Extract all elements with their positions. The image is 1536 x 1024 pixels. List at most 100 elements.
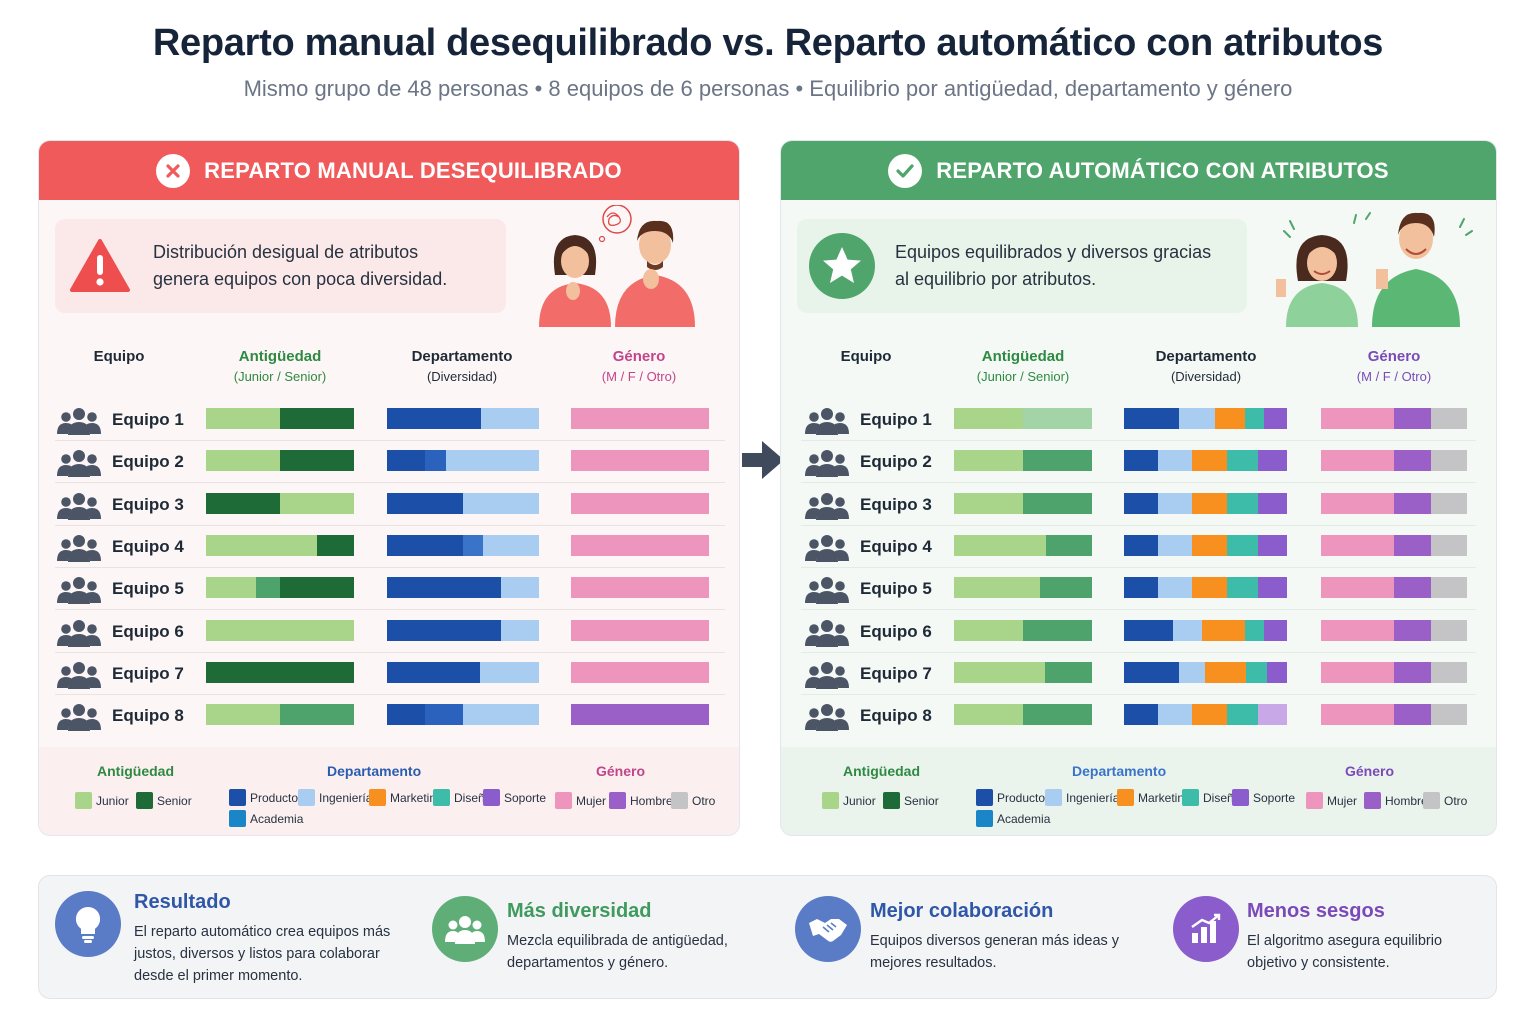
manual-callout: Distribución desigual de atributos gener… (55, 219, 506, 313)
department-segment (1158, 577, 1193, 599)
department-segment (1124, 704, 1159, 726)
department-bar (387, 619, 539, 641)
col-head-gender-label: Género (612, 348, 666, 365)
team-icon (805, 619, 849, 652)
department-segment (387, 450, 425, 472)
team-label: Equipo 5 (112, 579, 184, 599)
gender-bar (571, 619, 709, 641)
team-label: Equipo 2 (860, 452, 932, 472)
gender-bar (1321, 577, 1467, 599)
department-bar (1124, 492, 1287, 514)
gender-bar (571, 704, 709, 726)
department-segment (1205, 661, 1247, 683)
handshake-icon (795, 896, 861, 962)
team-icon (805, 449, 849, 482)
auto-panel-header: REPARTO AUTOMÁTICO CON ATRIBUTOS (781, 141, 1496, 200)
legend-hombre: Hombre (609, 792, 673, 809)
row-divider (801, 440, 1476, 441)
col-head-department: Departamento (Diversidad) (387, 348, 537, 384)
seniority-bar (954, 450, 1092, 472)
seniority-segment (280, 450, 354, 472)
team-label: Equipo 3 (112, 494, 184, 514)
seniority-segment (954, 534, 1047, 556)
gender-bar (1321, 619, 1467, 641)
gender-segment (1321, 619, 1394, 641)
benefits-strip: Resultado El reparto automático crea equ… (38, 875, 1497, 999)
x-circle-icon (156, 153, 191, 188)
col-head-seniority-label: Antigüedad (981, 348, 1065, 365)
auto-panel: REPARTO AUTOMÁTICO CON ATRIBUTOS Equipos… (780, 140, 1497, 836)
department-segment (1244, 619, 1265, 641)
legend-seniority-title: Antigüedad (843, 763, 920, 779)
gender-segment (1321, 704, 1394, 726)
department-segment (1192, 450, 1227, 472)
department-bar (1124, 408, 1287, 429)
seniority-bar (206, 492, 354, 514)
col-head-seniority-sub: (Junior / Senior) (233, 369, 327, 384)
seniority-segment (954, 577, 1040, 599)
department-bar (1124, 577, 1287, 599)
gender-segment (1430, 704, 1467, 726)
manual-panel-title: REPARTO MANUAL DESEQUILIBRADO (204, 157, 622, 183)
team-label: Equipo 8 (860, 706, 932, 726)
department-segment (1124, 661, 1180, 683)
team-icon (805, 407, 849, 440)
happy-people-illustration (1276, 205, 1476, 332)
seniority-segment (206, 619, 354, 641)
gender-segment (1430, 408, 1467, 429)
benefit-text-collaboration: Equipos diversos generan más ideas y mej… (870, 933, 1120, 971)
manual-panel: REPARTO MANUAL DESEQUILIBRADO Distribuci… (38, 140, 740, 836)
seniority-segment (206, 492, 280, 514)
gender-segment (571, 408, 709, 429)
department-segment (1192, 534, 1227, 556)
col-head-gender-sub: (M / F / Otro) (601, 369, 677, 384)
legend-junior: Junior (75, 792, 129, 809)
legend-gender-title: Género (1345, 763, 1395, 779)
department-bar (387, 534, 539, 556)
seniority-segment (206, 661, 354, 683)
legend-otro: Otro (1423, 792, 1467, 809)
benefit-title-diversity: Más diversidad (507, 900, 652, 922)
gender-segment (571, 661, 709, 683)
gender-segment (1430, 619, 1467, 641)
team-icon (805, 703, 849, 736)
department-segment (1226, 704, 1258, 726)
row-divider (55, 440, 725, 441)
check-circle-icon (888, 153, 923, 188)
gender-bar (1321, 534, 1467, 556)
team-icon (57, 492, 101, 525)
seniority-bar (206, 534, 354, 556)
department-segment (1257, 450, 1287, 472)
department-segment (1264, 408, 1287, 429)
seniority-segment (206, 577, 257, 599)
gender-segment (1394, 450, 1431, 472)
gender-segment (1394, 619, 1431, 641)
department-segment (1244, 408, 1265, 429)
team-icon (805, 576, 849, 609)
seniority-bar (954, 619, 1092, 641)
gender-bar (571, 534, 709, 556)
team-label: Equipo 4 (860, 536, 932, 556)
department-segment (1124, 619, 1173, 641)
seniority-segment (1023, 408, 1092, 429)
department-bar (387, 577, 539, 599)
legend-producto: Producto (976, 789, 1045, 806)
col-head-gender-label: Género (1367, 348, 1421, 365)
legend-producto: Producto (229, 789, 298, 806)
seniority-segment (1023, 450, 1092, 472)
department-segment (1226, 534, 1258, 556)
chart-icon (1173, 896, 1239, 962)
gender-bar (1321, 704, 1467, 726)
department-segment (1124, 577, 1159, 599)
col-head-department-label: Departamento (1155, 348, 1257, 365)
group-icon (432, 896, 498, 962)
gender-bar (571, 661, 709, 683)
auto-legend: Antigüedad Departamento Género Junior Se… (781, 747, 1496, 835)
seniority-segment (280, 704, 354, 726)
department-segment (1158, 492, 1193, 514)
seniority-segment (279, 577, 354, 599)
gender-segment (1321, 534, 1394, 556)
department-segment (1158, 704, 1193, 726)
gender-segment (1394, 534, 1431, 556)
department-segment (1124, 492, 1159, 514)
